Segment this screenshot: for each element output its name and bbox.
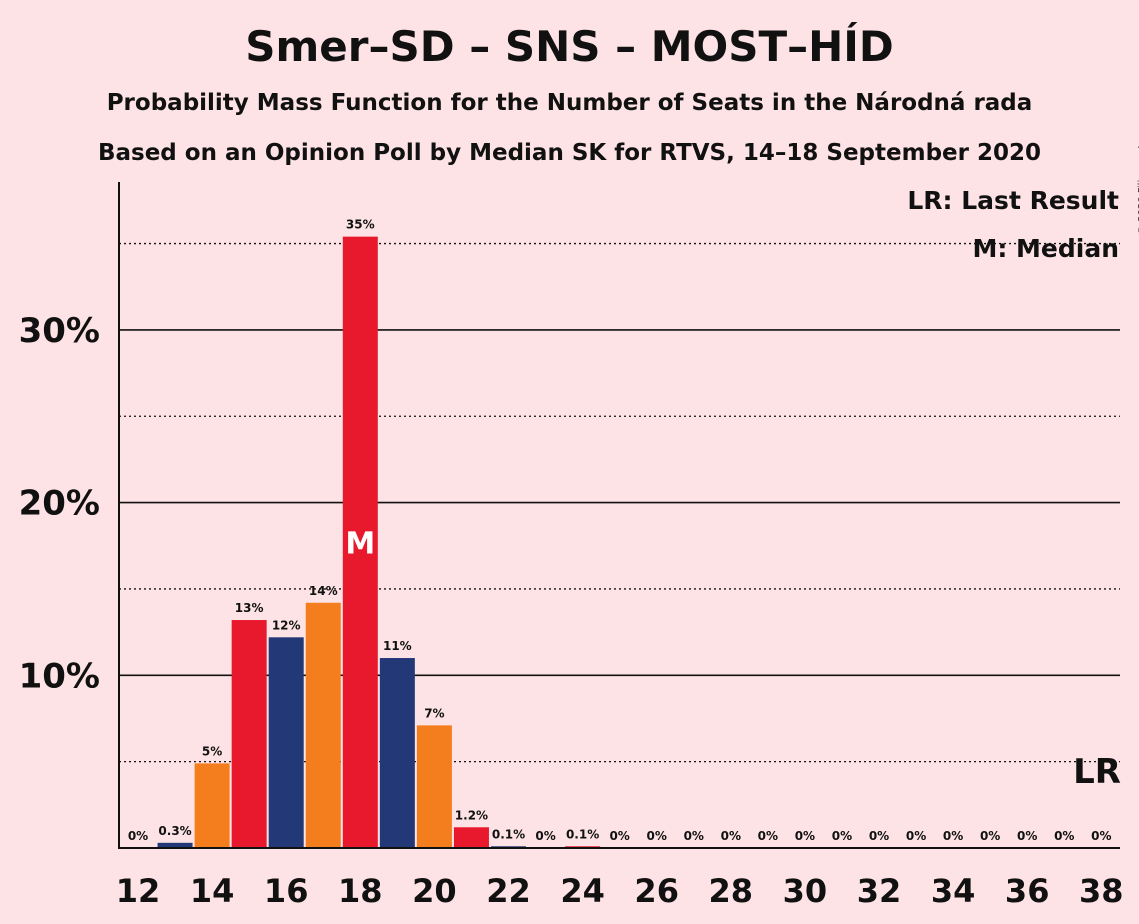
chart-source: Based on an Opinion Poll by Median SK fo… — [97, 140, 1042, 166]
x-tick-label: 28 — [709, 872, 754, 910]
median-marker: M — [345, 526, 375, 561]
x-tick-label: 12 — [116, 872, 161, 910]
bar-value-label: 12% — [272, 618, 301, 632]
bar-seat-14 — [194, 763, 230, 848]
x-tick-label: 26 — [634, 872, 679, 910]
x-tick-label: 18 — [338, 872, 383, 910]
bar-value-label: 0% — [832, 829, 852, 843]
y-tick-label: 20% — [19, 484, 100, 524]
bar-value-label: 0% — [869, 829, 889, 843]
bar-seat-18 — [342, 236, 378, 849]
bar-seat-15 — [231, 620, 267, 848]
chart-title: Smer–SD – SNS – MOST–HÍD — [245, 22, 894, 71]
bar-value-label: 0% — [980, 829, 1000, 843]
bar-value-label: 5% — [202, 744, 222, 758]
bar-seat-16 — [268, 637, 304, 848]
bar-value-label: 0% — [128, 829, 148, 843]
bar-value-label: 0.3% — [158, 824, 191, 838]
x-tick-label: 36 — [1005, 872, 1050, 910]
x-tick-label: 20 — [412, 872, 457, 910]
legend-last-result: LR: Last Result — [907, 186, 1119, 215]
last-result-marker: LR — [1073, 752, 1121, 792]
x-tick-label: 30 — [783, 872, 828, 910]
bar-value-label: 7% — [424, 706, 444, 720]
bar-seat-21 — [453, 827, 489, 848]
x-tick-label: 24 — [560, 872, 605, 910]
bar-value-label: 0% — [609, 829, 629, 843]
y-tick-label: 30% — [19, 311, 100, 351]
x-tick-label: 16 — [264, 872, 309, 910]
bar-value-label: 1.2% — [455, 808, 488, 822]
bar-value-label: 0% — [1054, 829, 1074, 843]
bar-value-label: 0% — [721, 829, 741, 843]
legend-median: M: Median — [972, 234, 1119, 263]
bar-value-label: 0% — [943, 829, 963, 843]
bar-seat-13 — [157, 842, 193, 848]
bar-value-label: 0% — [647, 829, 667, 843]
bar-seat-19 — [379, 658, 415, 848]
y-tick-label: 10% — [19, 656, 100, 696]
bar-seat-17 — [305, 602, 341, 848]
bar-value-label: 0% — [535, 829, 555, 843]
bar-value-label: 0.1% — [492, 827, 525, 841]
bar-seat-20 — [416, 725, 452, 848]
x-tick-label: 38 — [1079, 872, 1124, 910]
x-tick-label: 22 — [486, 872, 531, 910]
bar-value-label: 0% — [684, 829, 704, 843]
bar-value-label: 0% — [1091, 829, 1111, 843]
x-tick-label: 32 — [857, 872, 902, 910]
bar-value-label: 14% — [309, 584, 338, 598]
x-tick-label: 14 — [190, 872, 235, 910]
bar-value-label: 0% — [758, 829, 778, 843]
chart-subtitle: Probability Mass Function for the Number… — [106, 90, 1033, 116]
bar-value-label: 0% — [906, 829, 926, 843]
bar-value-label: 35% — [346, 218, 375, 232]
x-tick-label: 34 — [931, 872, 976, 910]
bar-value-label: 11% — [383, 639, 412, 653]
bar-value-label: 0.1% — [566, 827, 599, 841]
bar-value-label: 0% — [1017, 829, 1037, 843]
bar-value-label: 0% — [795, 829, 815, 843]
bar-value-label: 13% — [235, 601, 264, 615]
